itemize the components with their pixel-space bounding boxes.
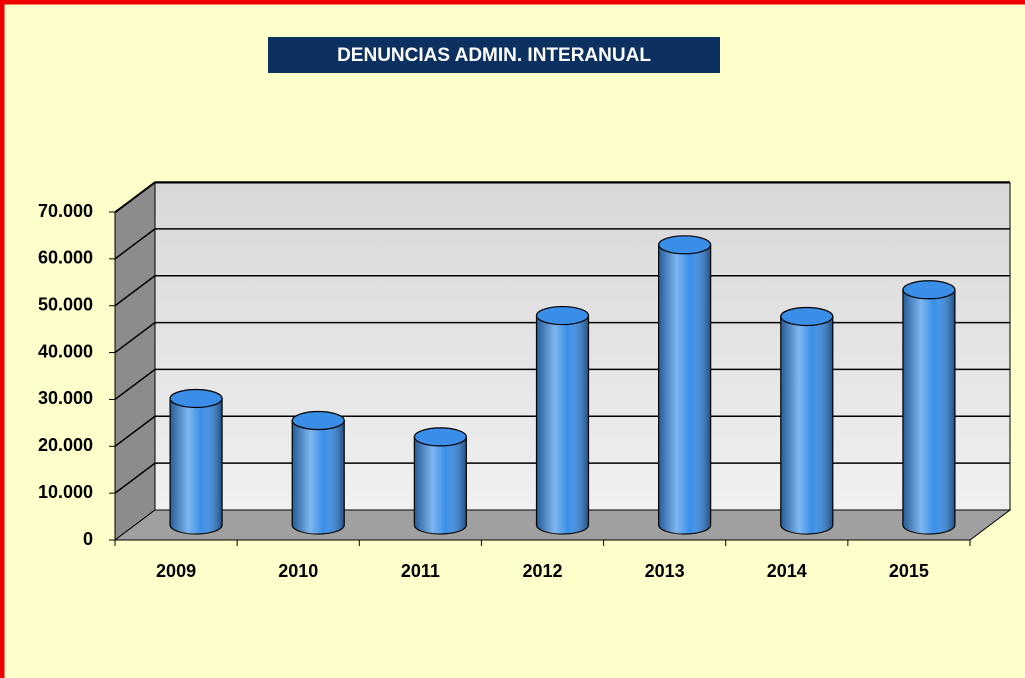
bar-top [535,305,590,326]
x-tick-label: 2011 [401,561,440,581]
bar-top [169,388,223,409]
bar-top [658,235,712,255]
x-tick-label: 2010 [278,561,318,581]
grid-line [114,415,156,447]
x-tick-label: 2014 [767,561,807,581]
x-tick-label: 2009 [156,561,196,581]
y-tick-label: 70.000 [38,201,93,221]
grid-line [114,228,156,260]
bar-shade [170,398,223,534]
bar-top [291,410,345,431]
bar-shade [292,420,345,534]
bar-shade [414,436,467,534]
bar-shade [780,316,833,534]
side-wall [114,182,156,541]
bar-top [780,306,834,327]
y-tick-label: 50.000 [38,294,93,314]
x-tick-label: 2012 [522,561,562,581]
grid-line [114,181,156,213]
grid-line [114,368,156,401]
y-tick-label: 30.000 [38,388,93,408]
bar-shade [536,315,589,534]
bar-top [413,427,467,447]
title-box [268,37,720,73]
grid-line [114,462,156,494]
bar-shade [658,244,711,534]
x-tick-label: 2013 [645,561,685,581]
y-tick-label: 10.000 [38,482,93,502]
bar-top [902,280,956,300]
grid-line [114,275,156,307]
y-tick-label: 20.000 [38,435,93,455]
chart-title: DENUNCIAS ADMIN. INTERANUAL [337,45,651,66]
bar-shade [902,289,955,534]
grid-line [114,321,156,354]
y-tick-label: 0 [83,529,93,549]
x-tick-label: 2015 [889,561,929,581]
y-tick-label: 60.000 [38,248,93,268]
y-tick-label: 40.000 [38,341,93,361]
